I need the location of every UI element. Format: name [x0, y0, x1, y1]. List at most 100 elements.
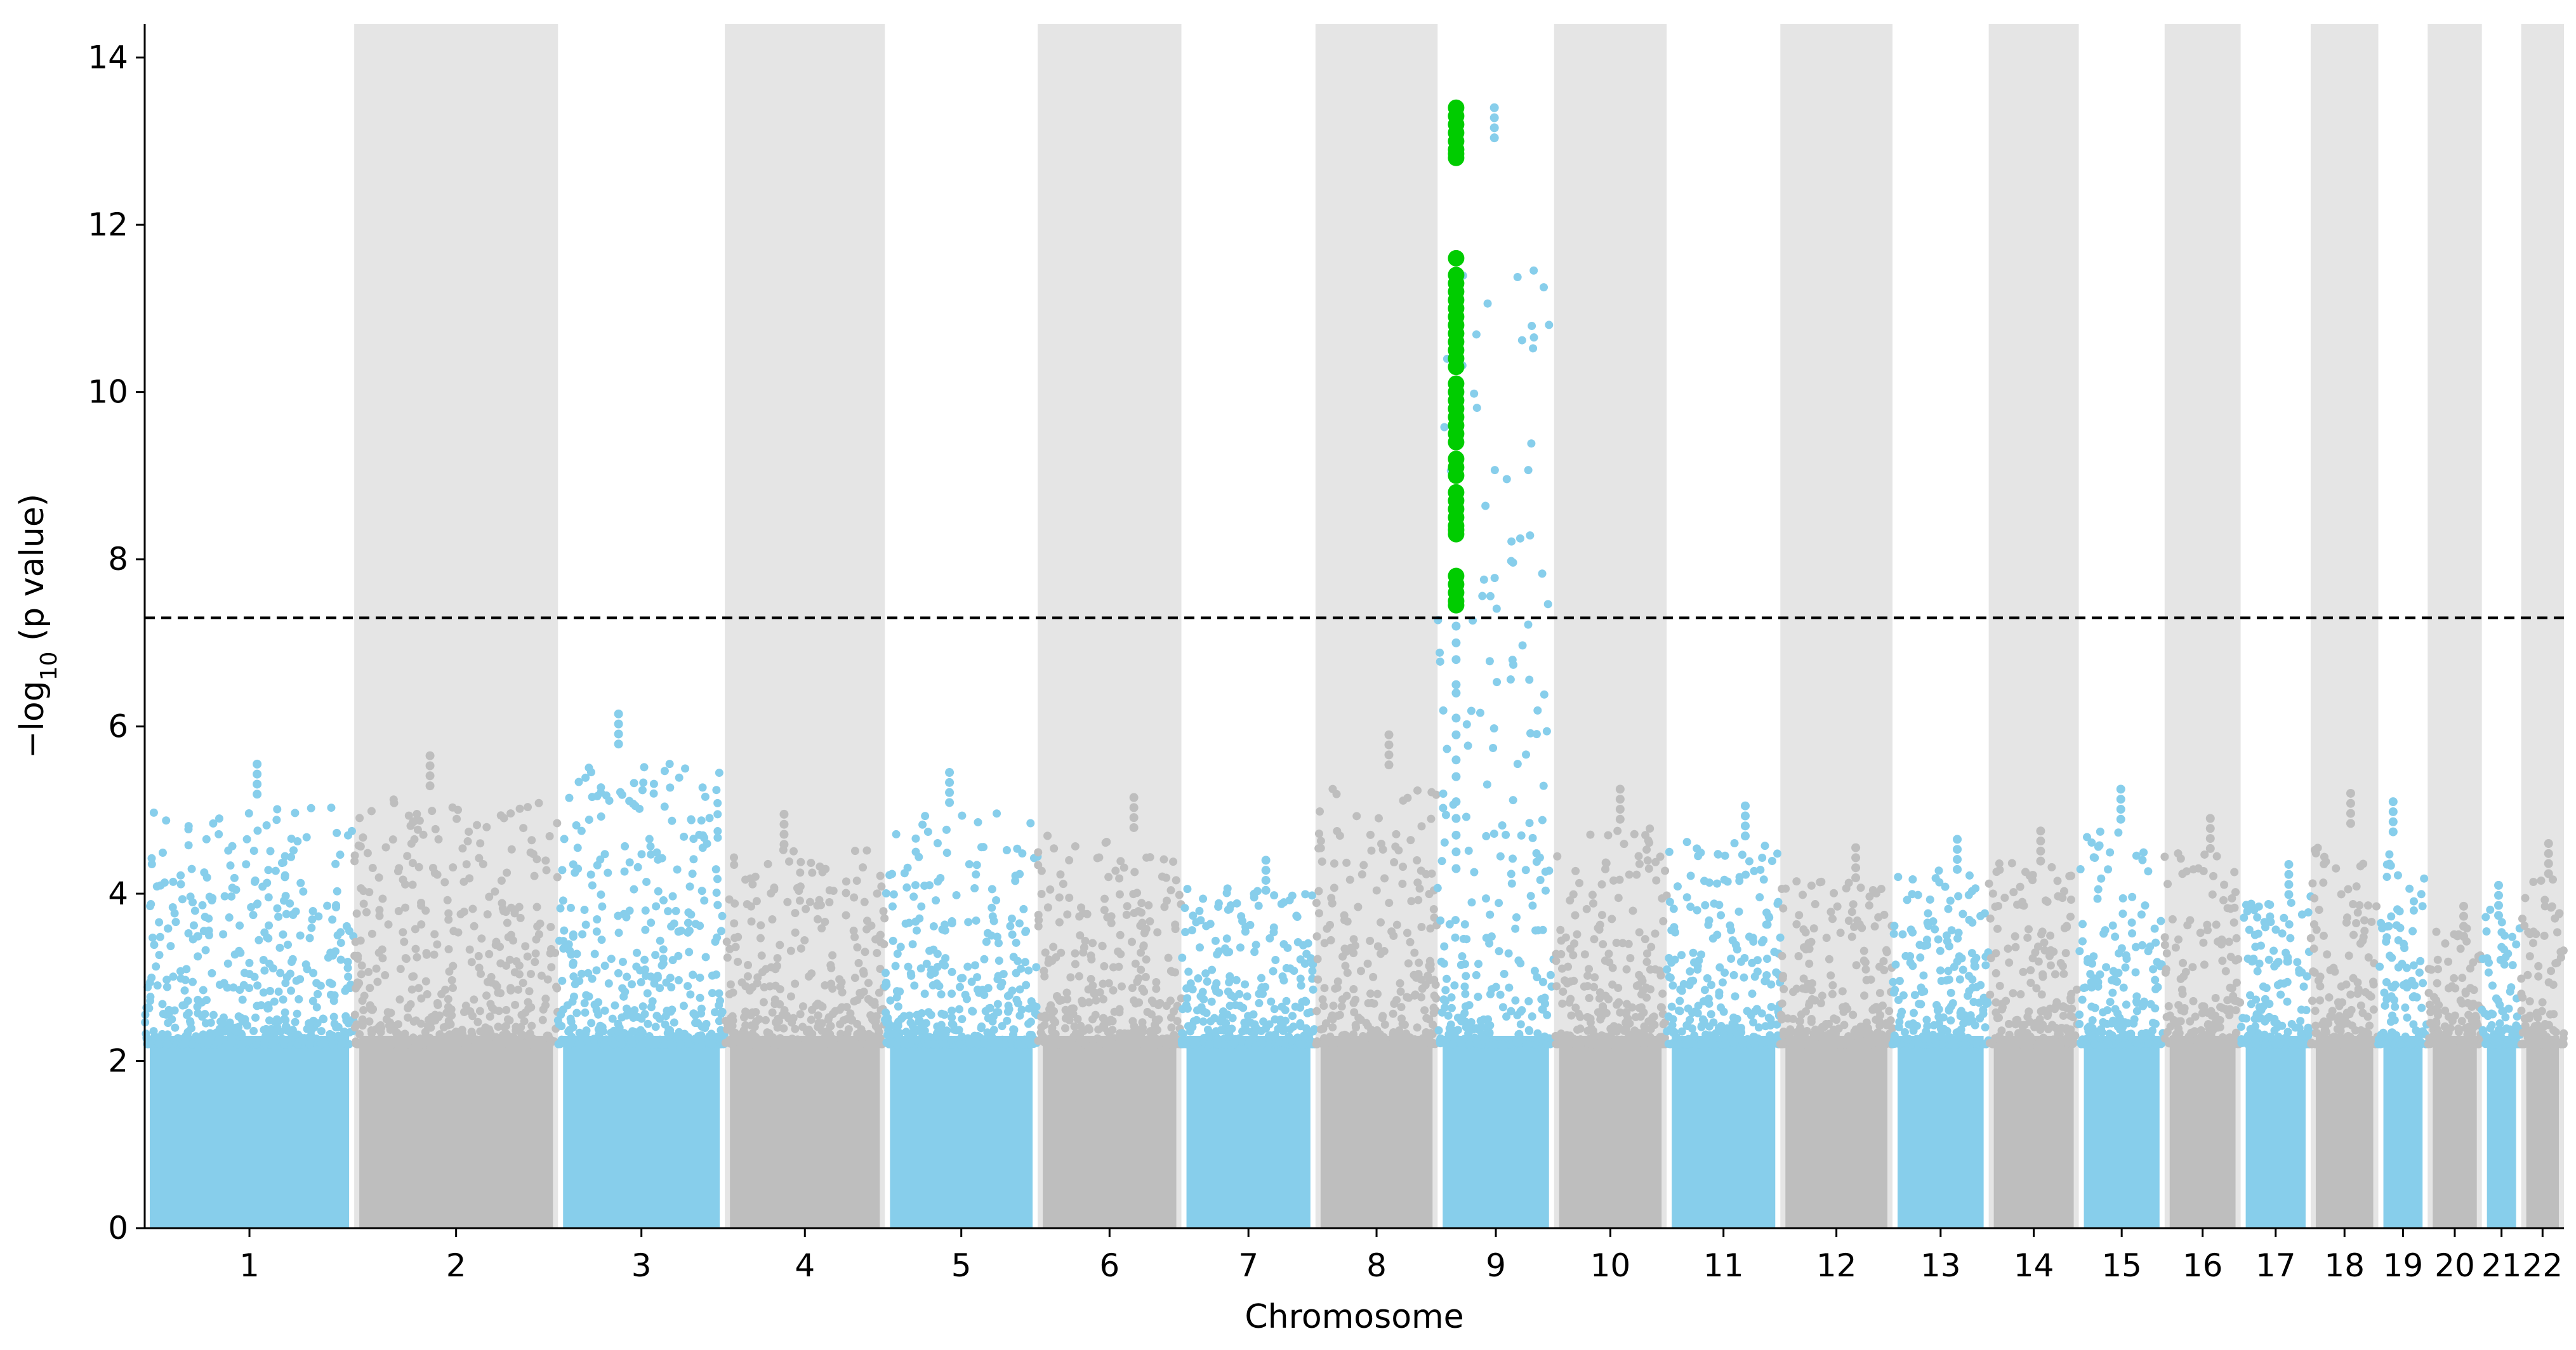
point-chr4 — [730, 919, 739, 928]
point-chr1 — [337, 1040, 346, 1049]
point-chr6 — [1166, 886, 1175, 895]
point-chr12 — [1873, 1031, 1882, 1040]
point-chr6 — [1044, 958, 1053, 967]
point-chr6 — [1071, 842, 1080, 850]
point-chr1 — [327, 1033, 336, 1042]
point-chr5 — [1032, 963, 1041, 972]
point-chr3 — [705, 814, 714, 823]
point-chr1 — [262, 821, 271, 830]
point-chr7 — [1214, 899, 1223, 908]
point-chr10 — [1597, 880, 1606, 889]
point-chr14 — [2033, 942, 2042, 951]
point-chr3 — [622, 913, 631, 922]
point-chr3 — [654, 887, 663, 896]
point-chr12 — [1846, 1037, 1854, 1046]
point-chr11 — [1675, 1007, 1684, 1016]
point-chr4 — [807, 1016, 816, 1024]
points-dense-chr10 — [1559, 1036, 1662, 1228]
point-chr12 — [1886, 1016, 1895, 1025]
point-chr8 — [1413, 878, 1422, 887]
point-chr5 — [958, 974, 967, 983]
point-chr8 — [1404, 993, 1413, 1002]
point-chr3 — [645, 835, 654, 844]
point-chr2 — [547, 963, 556, 972]
point-chr5 — [882, 889, 890, 897]
point-chr8 — [1427, 869, 1436, 878]
point-chr3 — [611, 1001, 619, 1010]
point-chr6 — [1091, 1010, 1100, 1019]
point-chr13 — [1965, 871, 1974, 880]
points-layer — [141, 103, 2568, 1228]
point-chr2 — [390, 798, 399, 807]
point-chr9 — [1502, 1012, 1511, 1021]
point-chr2 — [476, 839, 485, 848]
point-chr4 — [765, 1031, 774, 1040]
point-chr9 — [1524, 1040, 1533, 1049]
point-chr6 — [1043, 831, 1052, 840]
point-chr3 — [711, 937, 720, 946]
point-chr2 — [388, 835, 397, 844]
point-chr3 — [718, 911, 727, 920]
point-chr1 — [188, 1040, 197, 1049]
point-chr2 — [403, 852, 412, 861]
point-chr4 — [791, 909, 800, 918]
point-chr6 — [1081, 1040, 1090, 1049]
point-chr8 — [1429, 905, 1438, 914]
point-chr3 — [713, 810, 722, 819]
point-chr1 — [296, 878, 305, 887]
point-chr11 — [1697, 950, 1706, 959]
point-chr10 — [1627, 1040, 1636, 1049]
point-chr8 — [1321, 1019, 1330, 1028]
point-chr1 — [287, 986, 296, 995]
point-chr9 — [1479, 575, 1488, 584]
point-chr5 — [908, 1022, 917, 1031]
point-chr6 — [1063, 910, 1072, 919]
point-chr1 — [264, 934, 273, 943]
point-chr3 — [715, 1017, 723, 1026]
point-chr2 — [366, 984, 374, 993]
point-chr2 — [505, 955, 514, 964]
point-chr6 — [1133, 889, 1142, 897]
point-chr3 — [639, 778, 648, 787]
point-chr11 — [1688, 1024, 1696, 1033]
point-chr11 — [1669, 904, 1678, 913]
point-chr11 — [1710, 899, 1719, 908]
point-chr5 — [989, 917, 998, 925]
point-chr13 — [1916, 953, 1925, 962]
point-chr4 — [791, 928, 800, 937]
point-chr13 — [1945, 942, 1953, 951]
point-chr1 — [153, 981, 162, 990]
point-chr7 — [1270, 1005, 1279, 1014]
point-chr6 — [1175, 890, 1184, 899]
point-chr14 — [2052, 998, 2061, 1007]
point-chr5 — [922, 959, 931, 968]
point-chr2 — [355, 979, 364, 988]
point-chr4 — [852, 877, 861, 885]
point-chr5 — [948, 1013, 956, 1022]
point-chr4 — [746, 1011, 755, 1020]
point-chr2 — [452, 814, 461, 823]
point-chr14 — [2018, 1021, 2027, 1029]
point-chr7 — [1195, 943, 1204, 952]
point-chr5 — [912, 926, 921, 935]
point-chr10 — [1613, 826, 1622, 835]
point-chr1 — [303, 965, 312, 974]
point-chr12 — [1808, 1037, 1817, 1046]
point-chr4 — [875, 988, 883, 997]
point-chr3 — [566, 903, 575, 912]
point-chr9 — [1434, 1026, 1443, 1035]
point-chr14 — [1988, 1040, 1997, 1049]
points-dense-chr5 — [890, 1036, 1033, 1228]
point-chr5 — [909, 892, 918, 901]
point-chr3 — [712, 889, 721, 897]
point-chr2 — [350, 1023, 359, 1032]
point-chr11 — [1717, 1021, 1726, 1030]
point-chr8 — [1338, 995, 1347, 1004]
point-chr5 — [1020, 958, 1029, 967]
point-chr11 — [1677, 1027, 1686, 1036]
point-chr3 — [597, 936, 606, 944]
point-chr1 — [163, 1040, 172, 1049]
point-chr2 — [402, 955, 411, 963]
point-chr11 — [1686, 871, 1695, 880]
point-chr5 — [967, 977, 976, 986]
